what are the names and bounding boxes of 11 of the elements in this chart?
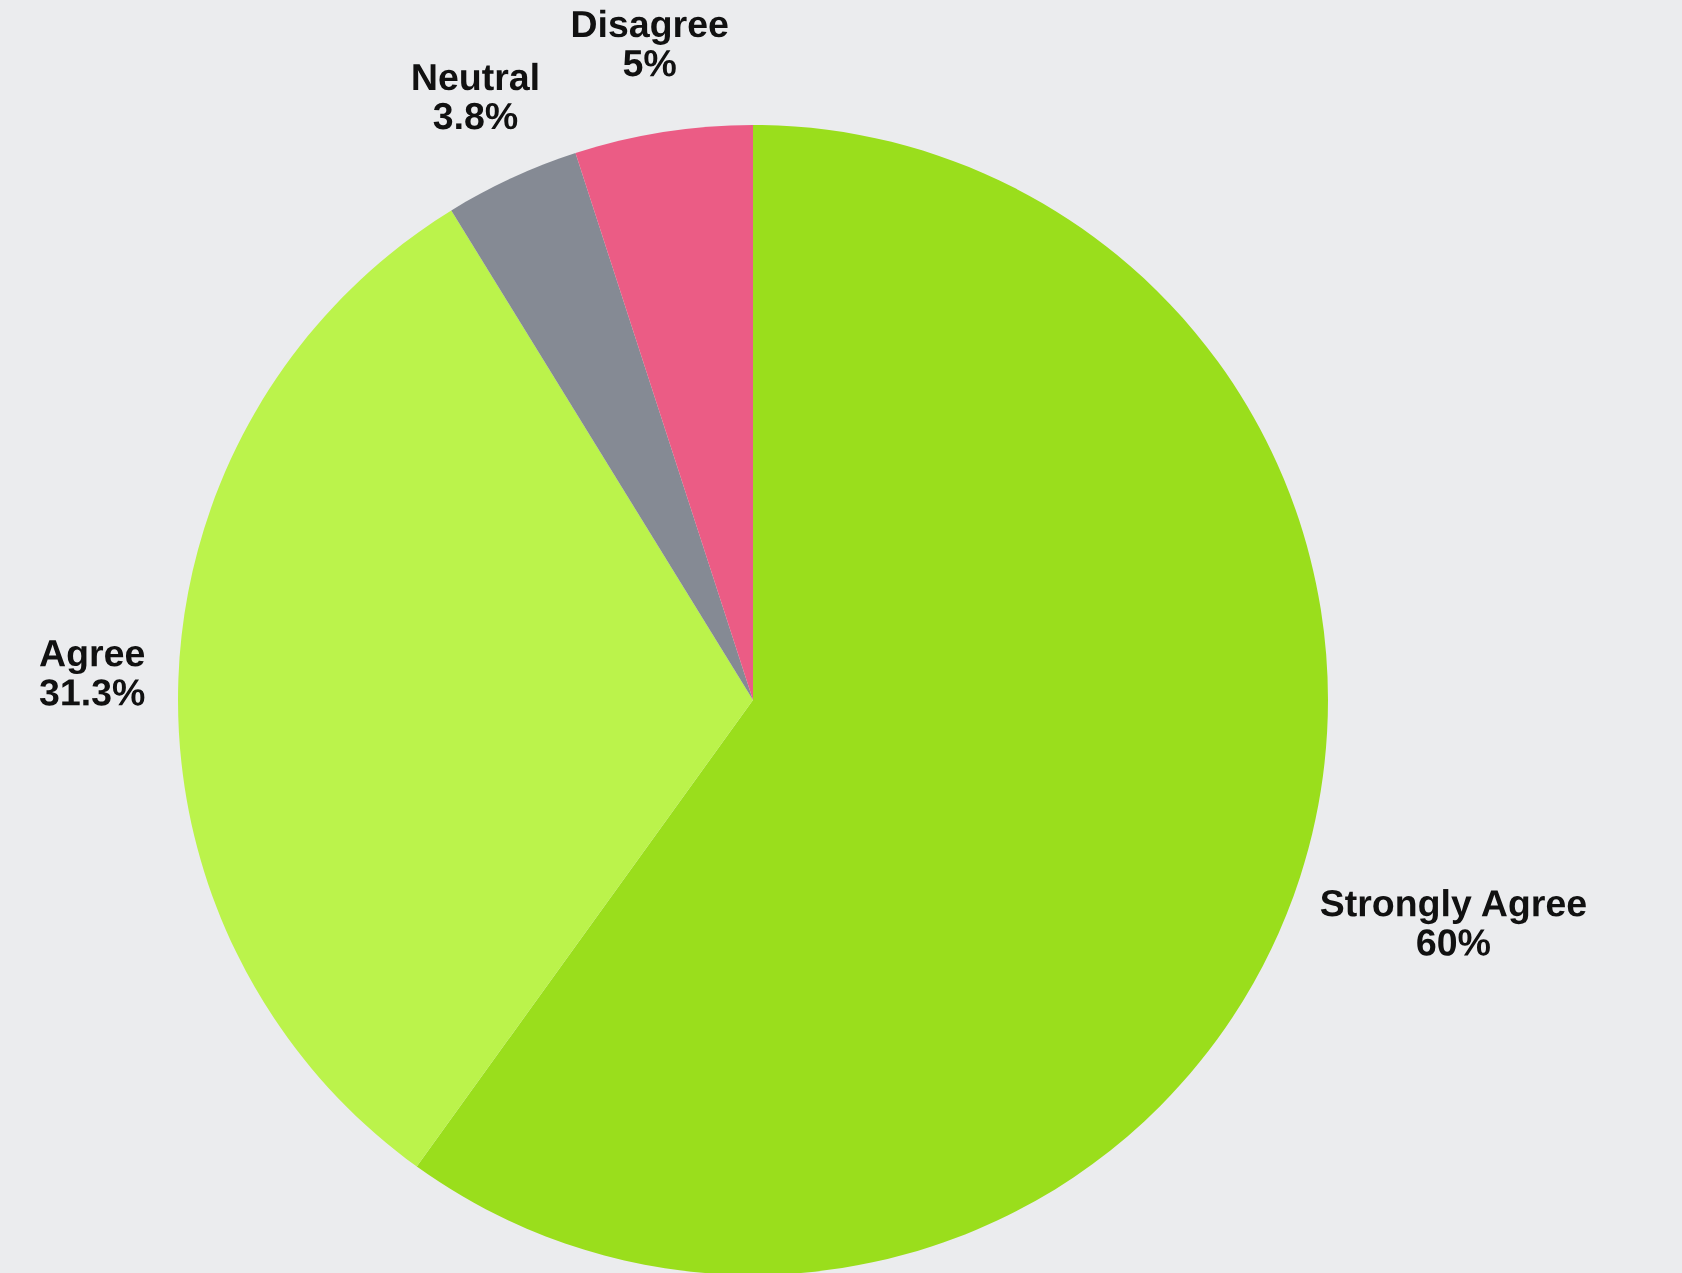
- data-label: 31.3%: [39, 679, 145, 706]
- slice-label: Disagree: [572, 9, 728, 45]
- data-label: 3.8%: [433, 102, 518, 130]
- data-label: 5%: [623, 50, 676, 77]
- slice-label: Agree: [39, 640, 145, 675]
- slice-label: Neutral: [413, 62, 538, 91]
- data-label: 60%: [1417, 929, 1490, 956]
- pie-slice: [575, 125, 753, 700]
- pie-slice: [451, 153, 753, 700]
- slice-label: Strongly Agree: [1320, 889, 1586, 925]
- pie-slice: [178, 210, 753, 1167]
